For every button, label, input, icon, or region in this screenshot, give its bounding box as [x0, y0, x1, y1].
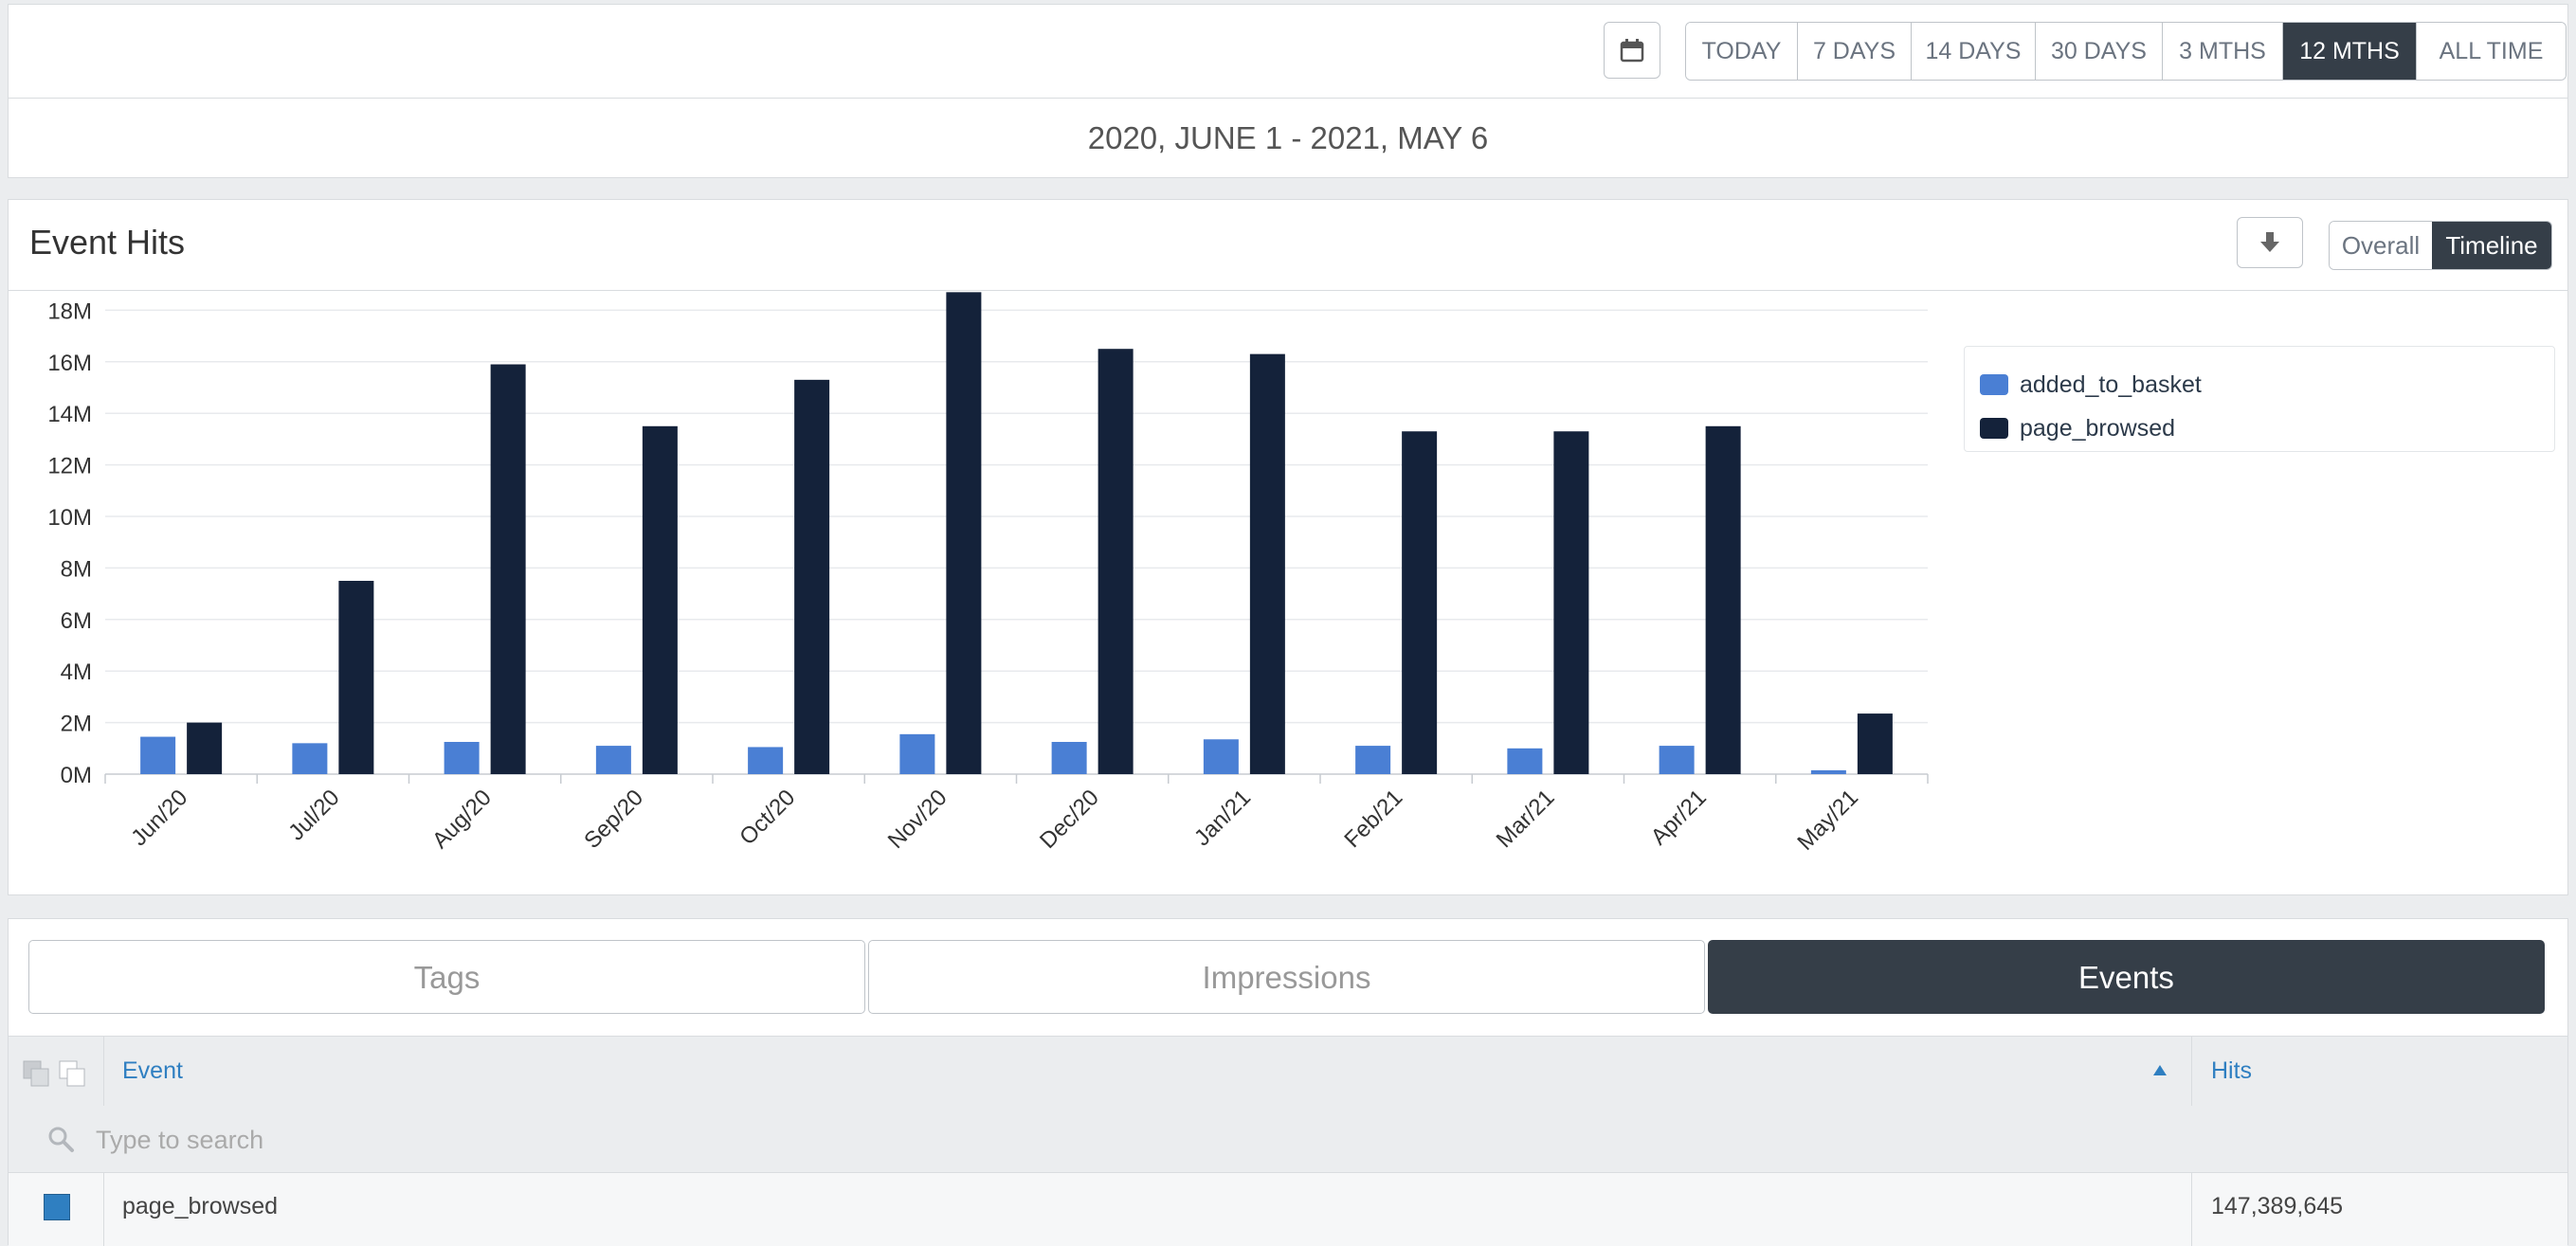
range-3-months-button[interactable]: 3 MTHS: [2163, 23, 2283, 80]
bar-page-browsed: [187, 722, 223, 774]
bar-page-browsed: [1249, 353, 1285, 774]
legend-label: page_browsed: [2020, 414, 2176, 442]
bar-added-to-basket: [444, 742, 480, 774]
chart-legend: added_to_basket page_browsed: [1964, 346, 2555, 452]
range-today-button[interactable]: TODAY: [1686, 23, 1798, 80]
bar-page-browsed: [794, 379, 830, 774]
bar-page-browsed: [490, 364, 526, 774]
event-hits-panel: Event Hits Overall Timeline 0M 2M 4M 6M 8M 10…: [8, 199, 2568, 895]
event-header-label: Event: [122, 1057, 183, 1084]
y-tick-label: 6M: [61, 608, 92, 634]
y-tick-label: 12M: [47, 454, 92, 479]
search-input[interactable]: [94, 1115, 1235, 1165]
event-hits-chart: 0M2M4M6M8M10M12M14M16M18M20MJun/20Jul/20…: [47, 292, 1929, 856]
calendar-icon: [1620, 39, 1644, 63]
bar-page-browsed: [1553, 431, 1589, 774]
x-tick-label: Aug/20: [427, 785, 497, 854]
search-row: [9, 1106, 2567, 1173]
event-cell: page_browsed: [103, 1173, 2192, 1246]
row-color-checkbox[interactable]: [44, 1194, 70, 1220]
x-tick-label: Sep/20: [579, 785, 648, 854]
sort-ascending-icon: [2153, 1065, 2167, 1075]
x-tick-label: Jun/20: [126, 785, 192, 851]
x-tick-label: Mar/21: [1492, 785, 1560, 853]
legend-swatch: [1980, 374, 2008, 395]
bar-page-browsed: [642, 425, 678, 774]
timeline-view-button[interactable]: Timeline: [2432, 222, 2551, 269]
overall-view-button[interactable]: Overall: [2330, 222, 2432, 269]
search-icon: [48, 1127, 74, 1152]
y-tick-label: 8M: [61, 556, 92, 582]
date-range-label: 2020, JUNE 1 - 2021, MAY 6: [1087, 120, 1489, 155]
date-range-panel: TODAY 7 DAYS 14 DAYS 30 DAYS 3 MTHS 12 M…: [8, 4, 2568, 178]
tab-events[interactable]: Events: [1708, 940, 2545, 1014]
tab-bar: Tags Impressions Events: [28, 940, 2548, 1014]
tab-impressions[interactable]: Impressions: [868, 940, 1705, 1014]
x-tick-label: Dec/20: [1035, 785, 1104, 854]
bar-page-browsed: [338, 581, 374, 774]
x-tick-label: Feb/21: [1339, 785, 1407, 853]
y-tick-label: 10M: [47, 505, 92, 531]
bar-added-to-basket: [1355, 746, 1391, 774]
bar-added-to-basket: [1659, 746, 1695, 774]
table-header: Event Hits: [9, 1036, 2567, 1107]
calendar-button[interactable]: [1604, 22, 1660, 79]
select-column-header: [9, 1037, 104, 1106]
bar-page-browsed: [1857, 713, 1893, 774]
event-column-header[interactable]: Event: [103, 1037, 2192, 1106]
bar-page-browsed: [1098, 349, 1134, 774]
bar-added-to-basket: [899, 733, 935, 774]
bar-added-to-basket: [595, 746, 631, 774]
y-tick-label: 2M: [61, 712, 92, 737]
event-name: page_browsed: [122, 1193, 279, 1219]
download-icon: [2260, 232, 2279, 252]
bar-page-browsed: [1402, 431, 1438, 774]
x-tick-label: Nov/20: [883, 785, 952, 854]
bar-page-browsed: [946, 292, 982, 774]
bar-added-to-basket: [1051, 742, 1087, 774]
legend-swatch: [1980, 418, 2008, 439]
range-12-months-button[interactable]: 12 MTHS: [2283, 23, 2417, 80]
range-button-group: TODAY 7 DAYS 14 DAYS 30 DAYS 3 MTHS 12 M…: [1685, 22, 2567, 81]
y-tick-label: 18M: [47, 298, 92, 324]
legend-item-added-to-basket[interactable]: added_to_basket: [1980, 370, 2202, 400]
chart-header: Event Hits Overall Timeline: [9, 200, 2567, 291]
y-tick-label: 0M: [61, 763, 92, 788]
hits-cell: 147,389,645: [2192, 1173, 2567, 1246]
y-tick-label: 14M: [47, 402, 92, 427]
events-table-panel: Tags Impressions Events Event Hits: [8, 918, 2568, 1246]
x-tick-label: Jan/21: [1189, 785, 1256, 851]
range-14-days-button[interactable]: 14 DAYS: [1912, 23, 2036, 80]
hits-column-header[interactable]: Hits: [2192, 1037, 2567, 1106]
tab-tags[interactable]: Tags: [28, 940, 865, 1014]
view-toggle: Overall Timeline: [2329, 221, 2552, 270]
range-30-days-button[interactable]: 30 DAYS: [2036, 23, 2163, 80]
legend-item-page-browsed[interactable]: page_browsed: [1980, 413, 2175, 443]
table-row[interactable]: page_browsed 147,389,645: [9, 1173, 2567, 1246]
row-select-cell: [9, 1173, 104, 1246]
range-all-time-button[interactable]: ALL TIME: [2417, 23, 2566, 80]
select-all-icon[interactable]: [22, 1059, 88, 1088]
x-tick-label: Jul/20: [283, 785, 344, 845]
hits-header-label: Hits: [2211, 1057, 2253, 1084]
chart-title: Event Hits: [29, 223, 186, 262]
y-tick-label: 16M: [47, 351, 92, 376]
range-toolbar: TODAY 7 DAYS 14 DAYS 30 DAYS 3 MTHS 12 M…: [9, 5, 2567, 99]
x-tick-label: Apr/21: [1646, 785, 1712, 850]
y-tick-label: 4M: [61, 659, 92, 685]
bar-added-to-basket: [748, 747, 784, 774]
x-tick-label: May/21: [1792, 785, 1863, 856]
bar-added-to-basket: [1810, 769, 1846, 774]
x-tick-label: Oct/20: [735, 785, 800, 850]
range-7-days-button[interactable]: 7 DAYS: [1798, 23, 1912, 80]
bar-page-browsed: [1705, 425, 1741, 774]
legend-label: added_to_basket: [2020, 370, 2202, 398]
hits-value: 147,389,645: [2211, 1193, 2344, 1219]
bar-added-to-basket: [140, 736, 176, 774]
download-button[interactable]: [2237, 217, 2303, 268]
bar-added-to-basket: [292, 743, 328, 774]
bar-added-to-basket: [1507, 748, 1543, 774]
bar-added-to-basket: [1203, 739, 1239, 774]
